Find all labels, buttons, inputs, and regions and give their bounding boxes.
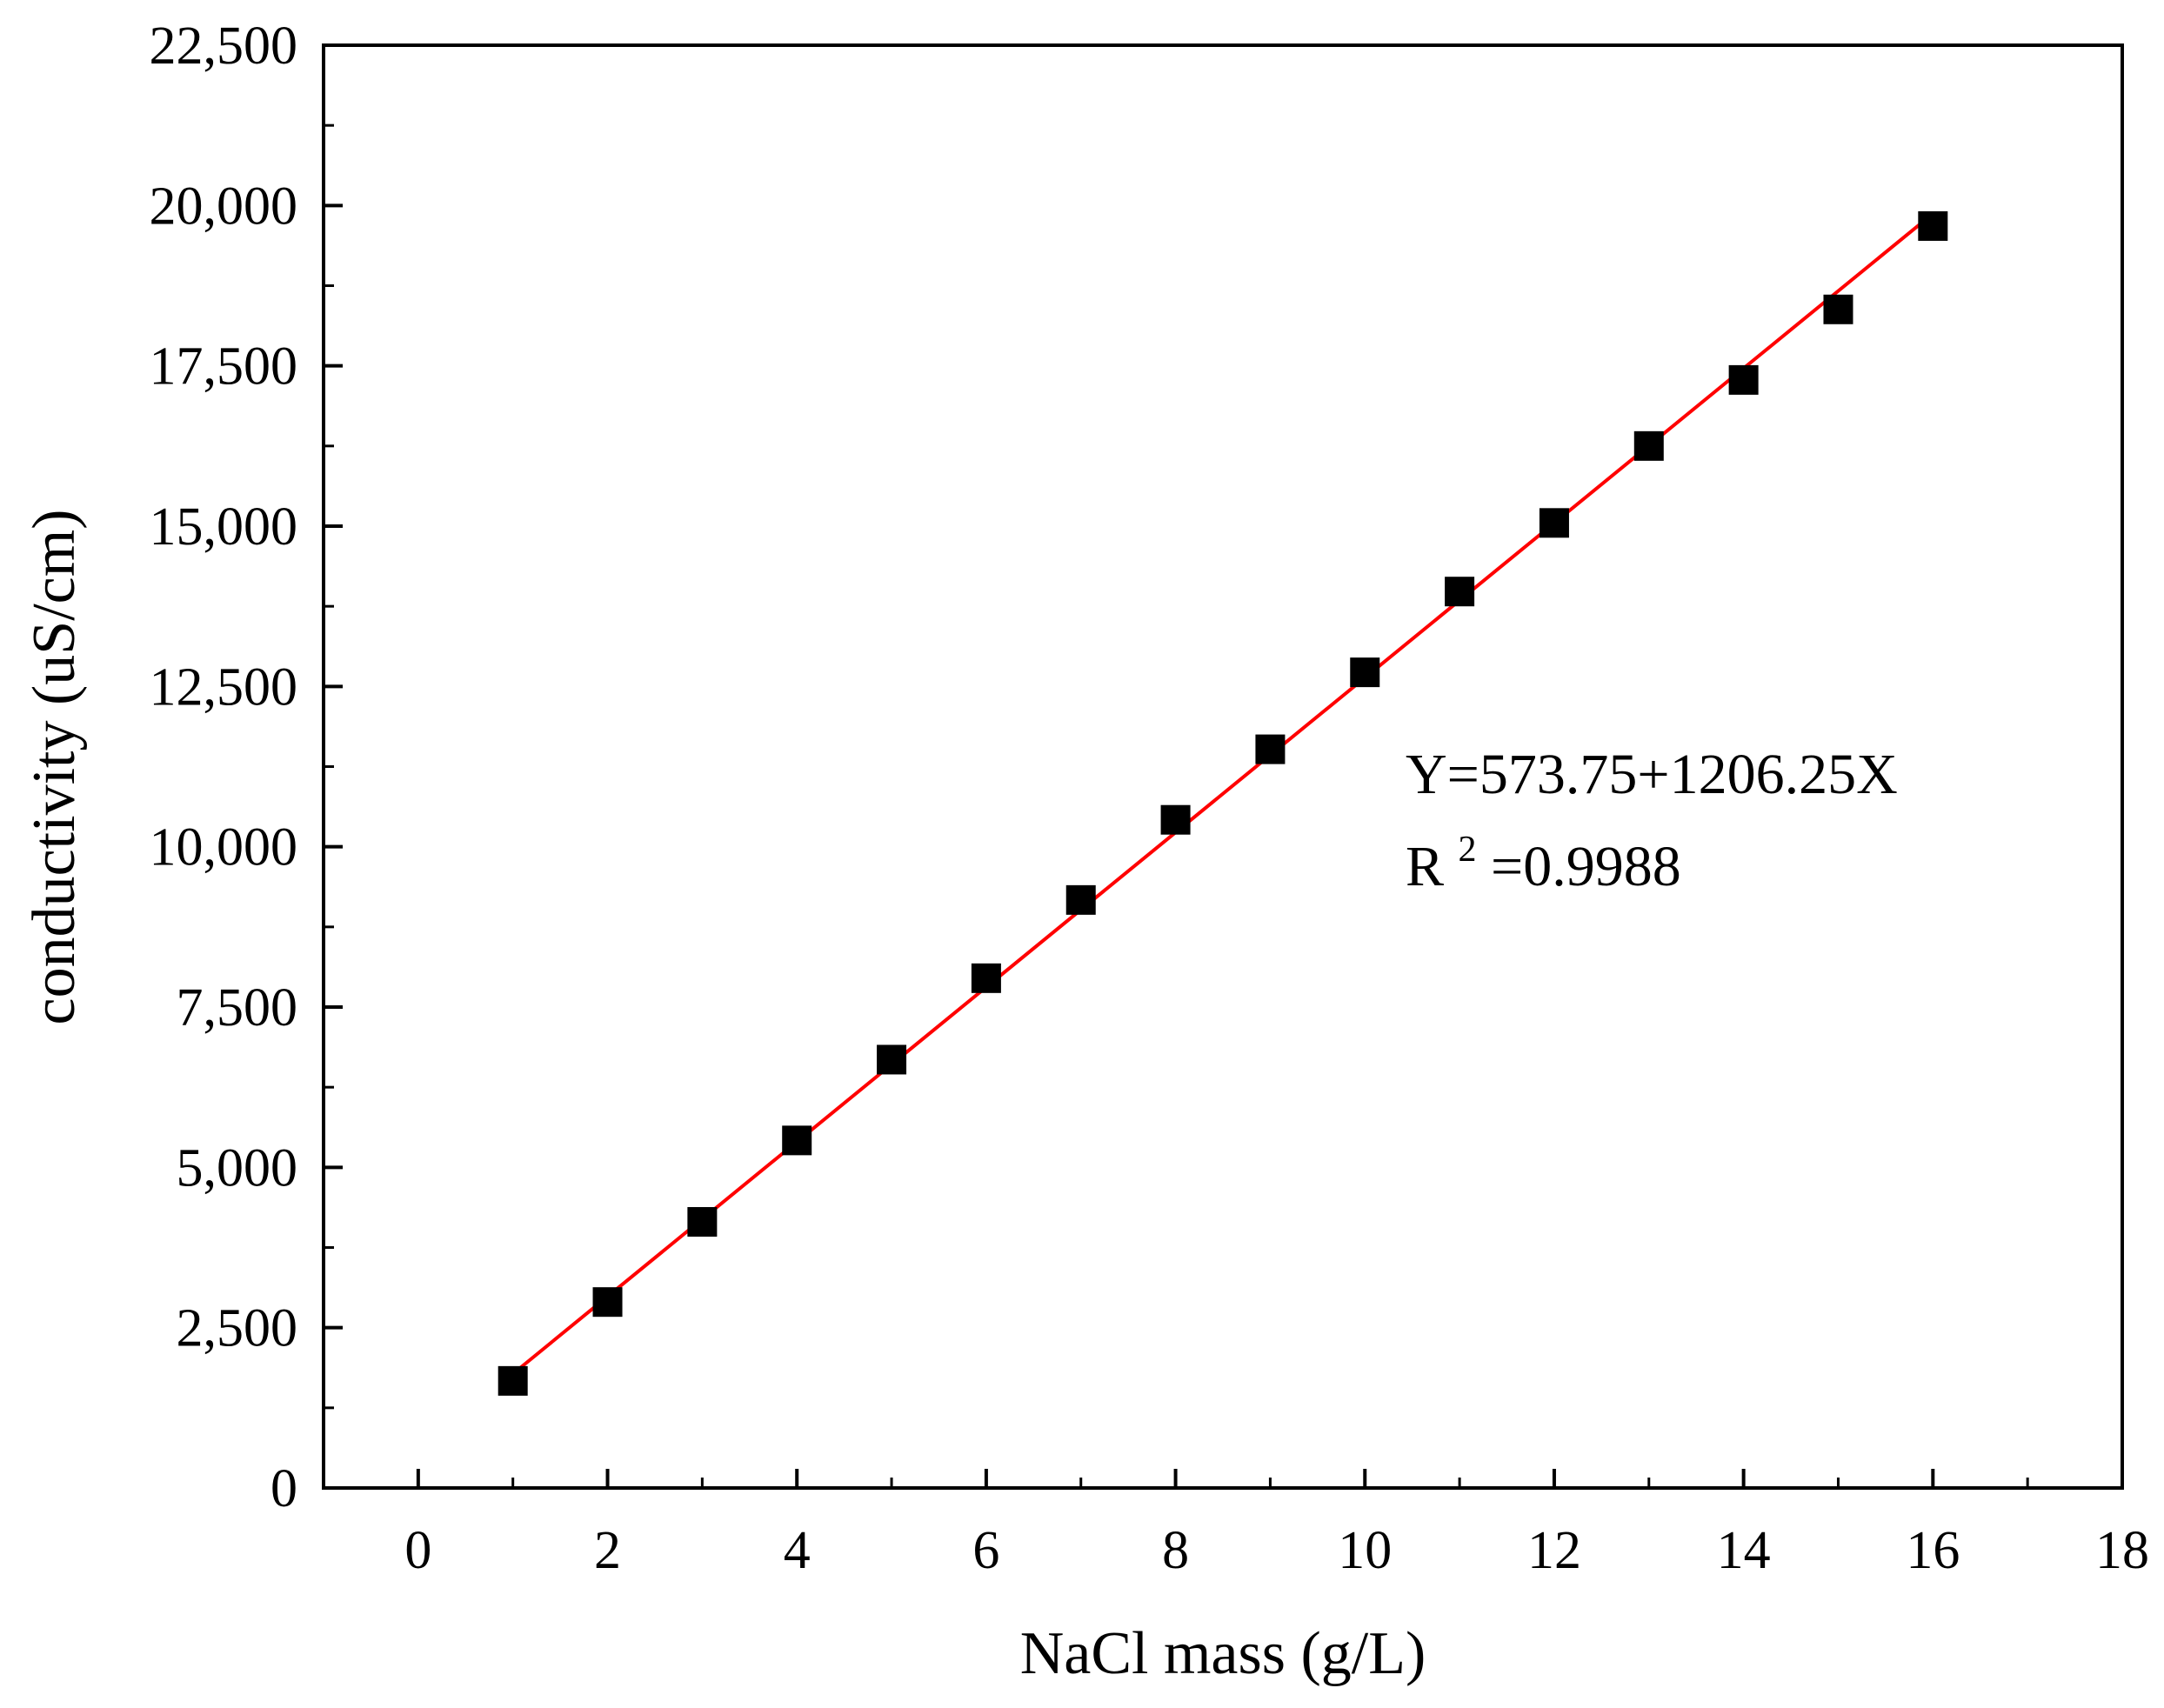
data-points [498, 210, 1948, 1396]
x-tick-label: 14 [1717, 1521, 1771, 1580]
x-tick-label: 18 [2095, 1521, 2149, 1580]
data-point [782, 1125, 812, 1156]
x-tick-marks [416, 1469, 2124, 1488]
x-axis-title: NaCl mass (g/L) [1020, 1620, 1426, 1687]
x-tick-label: 2 [594, 1521, 621, 1580]
y-axis-title: conductivity (uS/cm) [21, 510, 88, 1025]
data-point [1350, 657, 1380, 688]
r-squared-exponent: 2 [1459, 830, 1477, 870]
y-tick-label: 22,500 [150, 17, 298, 76]
y-tick-label: 20,000 [150, 177, 298, 236]
y-tick-labels: 0 2,500 5,000 7,500 10,000 12,500 15,000 17,500… [150, 17, 298, 1518]
x-tick-label: 0 [404, 1521, 431, 1580]
data-point [1160, 804, 1191, 835]
y-tick-label: 2,500 [177, 1299, 298, 1358]
data-point [971, 963, 1001, 993]
r-squared-value: =0.9988 [1491, 835, 1681, 898]
x-tick-label: 4 [784, 1521, 811, 1580]
y-tick-marks [324, 43, 343, 1490]
data-point [687, 1207, 718, 1238]
y-tick-label: 12,500 [150, 657, 298, 717]
y-tick-label: 17,500 [150, 337, 298, 397]
plot-frame [322, 43, 2124, 1490]
y-tick-label: 15,000 [150, 497, 298, 557]
data-point [1539, 508, 1569, 538]
r-squared: R 2 =0.9988 [1406, 811, 1681, 898]
x-tick-label: 8 [1162, 1521, 1189, 1580]
data-point [1918, 210, 1948, 241]
y-tick-label: 0 [270, 1459, 297, 1518]
x-tick-label: 16 [1906, 1521, 1960, 1580]
fit-line-layer [511, 212, 1934, 1376]
y-tick-label: 7,500 [177, 978, 298, 1037]
r-squared-base: R [1406, 835, 1444, 898]
fit-equation: Y=573.75+1206.25X [1406, 743, 1898, 806]
data-point [1633, 430, 1664, 461]
y-tick-label: 10,000 [150, 818, 298, 877]
data-point [1255, 734, 1286, 764]
data-point [1728, 364, 1759, 395]
fit-line [511, 212, 1934, 1376]
x-tick-label: 10 [1338, 1521, 1392, 1580]
data-point [1445, 577, 1475, 607]
data-point [1823, 294, 1853, 324]
y-tick-label: 5,000 [177, 1138, 298, 1198]
x-tick-labels: 0 2 4 6 8 10 12 14 16 18 [404, 1521, 2149, 1580]
data-point [498, 1365, 528, 1396]
data-point [1065, 884, 1096, 915]
x-tick-label: 6 [972, 1521, 999, 1580]
data-point [877, 1044, 907, 1075]
x-tick-label: 12 [1527, 1521, 1581, 1580]
data-point [592, 1287, 623, 1318]
